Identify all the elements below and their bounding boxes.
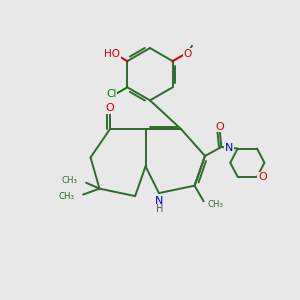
- Text: CH₃: CH₃: [208, 200, 224, 209]
- Text: N: N: [155, 196, 164, 206]
- Text: O: O: [183, 49, 191, 59]
- Text: Cl: Cl: [106, 89, 116, 99]
- Text: O: O: [258, 172, 267, 182]
- Text: O: O: [106, 103, 114, 113]
- Text: N: N: [225, 142, 233, 153]
- Text: CH₃: CH₃: [59, 192, 75, 201]
- Text: HO: HO: [104, 49, 120, 59]
- Text: CH₃: CH₃: [62, 176, 78, 185]
- Text: H: H: [156, 204, 163, 214]
- Text: O: O: [215, 122, 224, 131]
